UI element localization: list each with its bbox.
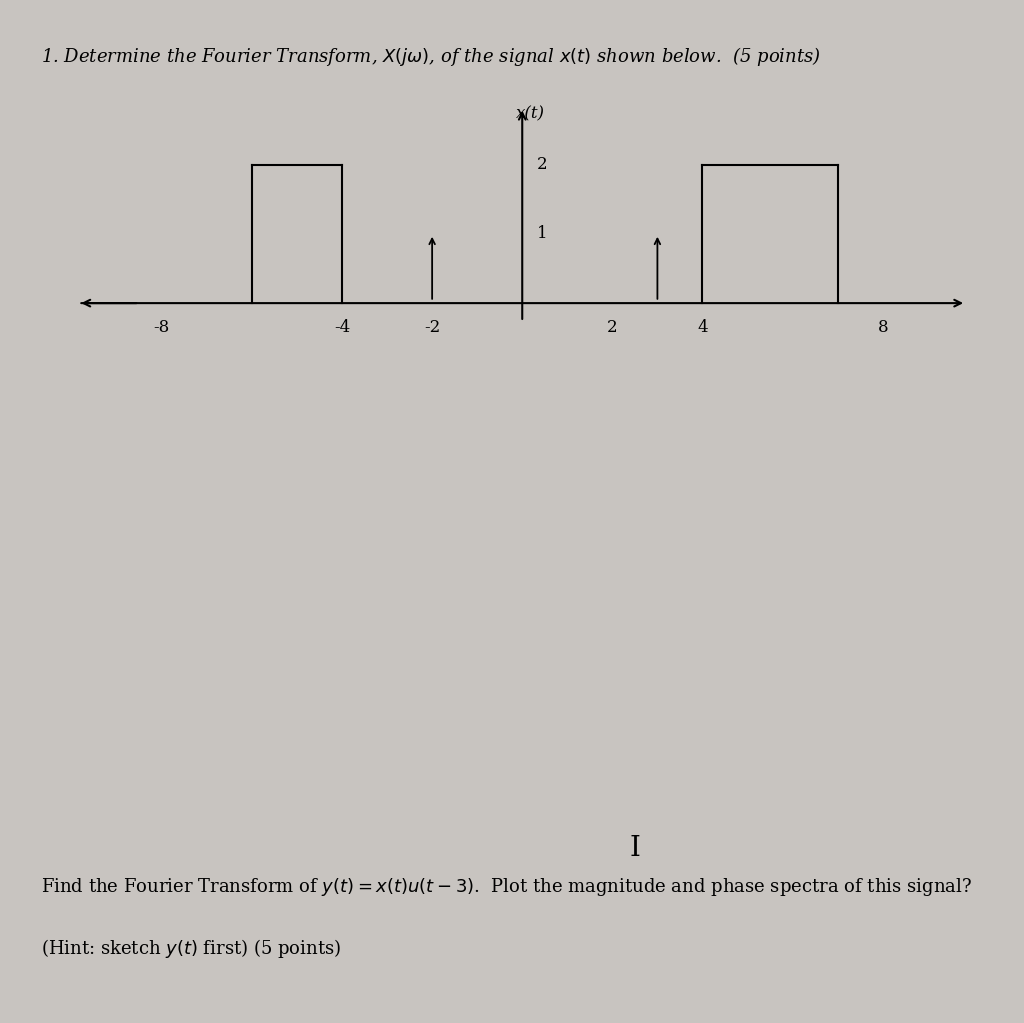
Text: -8: -8 [154, 319, 170, 336]
Text: -2: -2 [424, 319, 440, 336]
Text: 2: 2 [537, 157, 547, 173]
Text: I: I [630, 835, 640, 861]
Text: 1: 1 [537, 225, 547, 242]
Text: 4: 4 [697, 319, 708, 336]
Text: 1. Determine the Fourier Transform, $X(j\omega)$, of the signal $x(t)$ shown bel: 1. Determine the Fourier Transform, $X(j… [41, 45, 821, 69]
Text: 2: 2 [607, 319, 617, 336]
Text: Find the Fourier Transform of $y(t) = x(t)u(t-3)$.  Plot the magnitude and phase: Find the Fourier Transform of $y(t) = x(… [41, 876, 972, 898]
Text: -4: -4 [334, 319, 350, 336]
Text: x(t): x(t) [516, 105, 545, 123]
Text: 8: 8 [878, 319, 888, 336]
Text: (Hint: sketch $y(t)$ first) (5 points): (Hint: sketch $y(t)$ first) (5 points) [41, 937, 341, 960]
